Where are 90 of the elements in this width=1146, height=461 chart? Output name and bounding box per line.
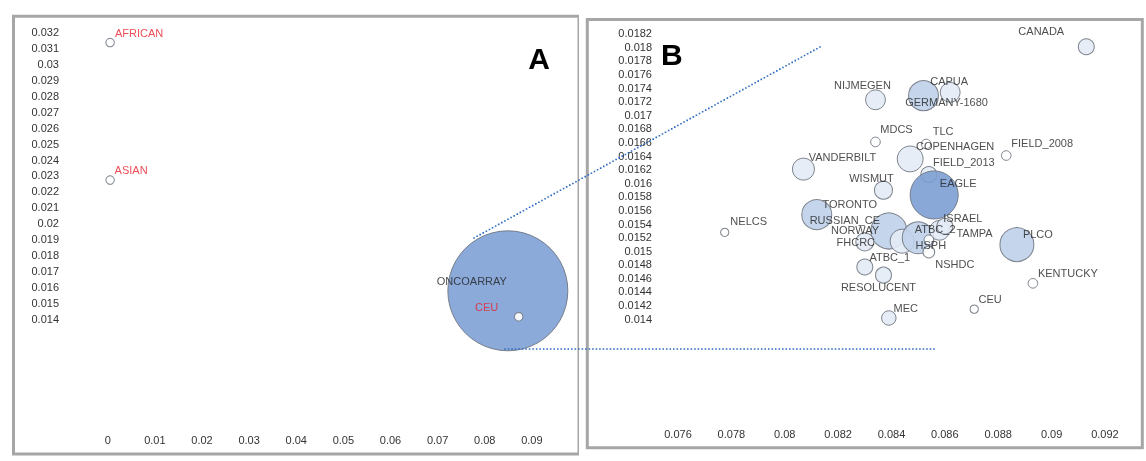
y-tick-label: 0.028 <box>31 89 59 102</box>
y-tick-label: 0.0146 <box>618 271 652 284</box>
x-tick-label: 0.082 <box>824 428 852 441</box>
y-tick-label: 0.019 <box>31 233 59 246</box>
x-tick-label: 0.086 <box>931 428 959 441</box>
y-tick-label: 0.0164 <box>618 149 652 162</box>
y-tick-label: 0.018 <box>31 248 59 261</box>
y-tick-label: 0.014 <box>624 312 652 325</box>
y-tick-label: 0.016 <box>624 176 652 189</box>
y-tick-label: 0.027 <box>31 105 59 118</box>
annotation: VANDERBILT <box>808 151 877 164</box>
annotation: WISMUT <box>849 172 895 185</box>
y-tick-label: 0.018 <box>624 40 652 53</box>
y-tick-label: 0.024 <box>31 153 59 166</box>
y-tick-label: 0.0168 <box>618 122 652 135</box>
x-tick-label: 0.07 <box>426 434 449 447</box>
annotation: AFRICAN <box>114 26 164 39</box>
x-tick-label: 0.092 <box>1091 428 1119 441</box>
y-tick-label: 0.0154 <box>618 217 652 230</box>
x-tick-label: 0.06 <box>379 434 402 447</box>
y-tick-label: 0.021 <box>31 201 59 214</box>
y-tick-label: 0.0178 <box>618 54 652 67</box>
y-tick-label: 0.014 <box>31 312 59 325</box>
annotation: TAMPA <box>956 227 994 240</box>
annotation: NELCS <box>730 215 768 228</box>
annotation: CANADA <box>1018 24 1065 37</box>
annotation: FIELD_2013 <box>932 155 995 168</box>
annotation: HSPH <box>915 238 947 251</box>
y-tick-label: 0.0166 <box>618 135 652 148</box>
y-tick-label: 0.029 <box>31 73 59 86</box>
x-tick-label: 0.02 <box>191 434 213 447</box>
y-tick-label: 0.0174 <box>618 81 652 94</box>
annotation: KENTUCKY <box>1037 267 1099 280</box>
annotation: CEU <box>475 300 499 313</box>
annotation: FIELD_2008 <box>1011 136 1074 149</box>
annotation: COPENHAGEN <box>916 139 995 152</box>
text: A <box>528 41 551 75</box>
x-tick-label: 0.03 <box>238 434 260 447</box>
y-tick-label: 0.026 <box>31 121 59 134</box>
y-tick-label: 0.017 <box>624 108 652 121</box>
y-tick-label: 0.0172 <box>618 95 652 108</box>
annotation: CAPUA <box>930 75 969 88</box>
y-tick-label: 0.0156 <box>618 203 652 216</box>
annotation: TLC <box>932 124 954 137</box>
text: B <box>661 37 683 71</box>
x-tick-label: 0.08 <box>474 434 496 447</box>
x-tick-label: 0.04 <box>285 434 307 447</box>
y-tick-label: 0.015 <box>31 296 59 309</box>
y-tick-label: 0.0176 <box>618 67 652 80</box>
y-tick-label: 0.017 <box>31 264 59 277</box>
y-tick-label: 0.015 <box>624 244 652 257</box>
y-tick-label: 0.016 <box>31 280 59 293</box>
annotation: NSHDC <box>935 258 975 271</box>
x-tick-label: 0.088 <box>984 428 1012 441</box>
y-tick-label: 0.0152 <box>618 231 652 244</box>
annotation: ATBC_1 <box>869 251 911 263</box>
y-tick-label: 0.025 <box>31 137 59 150</box>
y-tick-label: 0.032 <box>31 26 59 39</box>
annotation: MEC <box>893 301 919 314</box>
annotation: FHCRC <box>836 235 876 248</box>
x-tick-label: 0.01 <box>144 434 166 447</box>
x-tick-label: 0.084 <box>877 428 906 441</box>
annotation: MDCS <box>880 122 913 135</box>
x-tick-label: 0.05 <box>332 434 355 447</box>
y-tick-label: 0.0162 <box>618 163 652 176</box>
y-tick-label: 0.0142 <box>618 299 652 312</box>
annotation: ASIAN <box>114 164 148 177</box>
y-tick-label: 0.023 <box>31 169 59 182</box>
annotation: NORWAY <box>831 224 880 237</box>
y-tick-label: 0.0158 <box>618 190 652 203</box>
y-tick-label: 0.03 <box>37 58 59 71</box>
annotation: GERMANY-1680 <box>905 95 988 108</box>
x-tick-label: 0.078 <box>717 428 746 441</box>
x-tick-label: 0.09 <box>521 434 543 447</box>
x-tick-label: 0.076 <box>664 428 692 441</box>
annotation: RUSSIAN_CE <box>809 213 880 226</box>
x-tick-label: 0.09 <box>1040 428 1063 441</box>
x-tick-label: 0 <box>104 434 111 447</box>
annotation: ATBC_2 <box>914 222 956 235</box>
annotation: ISRAEL <box>943 212 983 225</box>
y-tick-label: 0.0144 <box>618 285 652 298</box>
y-tick-label: 0.031 <box>31 42 59 55</box>
y-tick-label: 0.0182 <box>618 27 652 40</box>
y-tick-label: 0.02 <box>37 217 59 230</box>
annotation: NIJMEGEN <box>834 78 891 91</box>
annotation: RESOLUCENT <box>840 281 917 294</box>
x-tick-label: 0.08 <box>774 428 796 441</box>
annotation: CEU <box>978 293 1002 306</box>
y-tick-label: 0.022 <box>31 185 59 198</box>
y-tick-label: 0.0148 <box>618 258 652 271</box>
